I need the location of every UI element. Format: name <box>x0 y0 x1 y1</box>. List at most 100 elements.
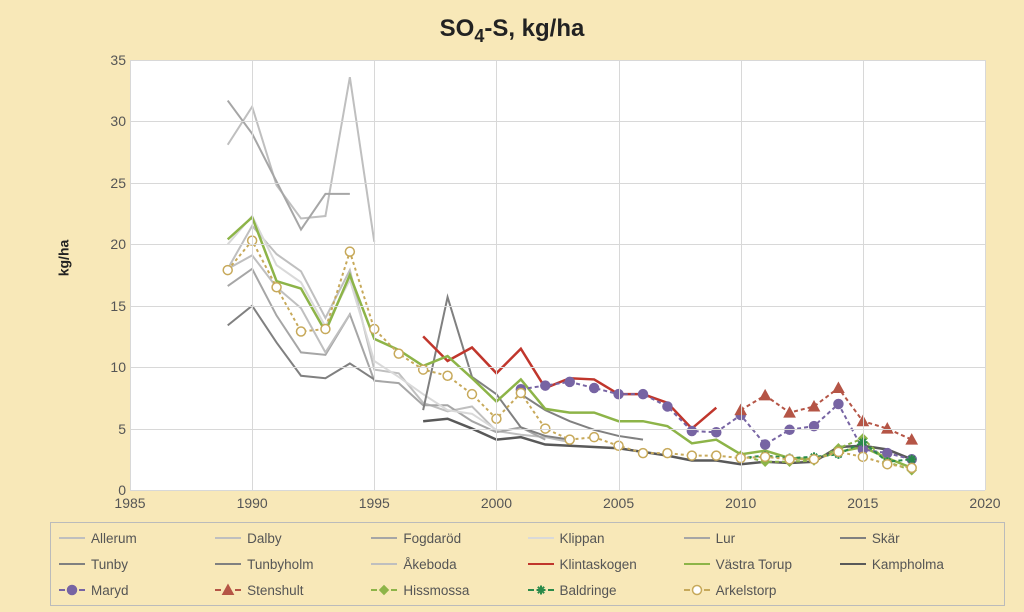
marker <box>345 247 354 256</box>
grid-line-h <box>130 367 985 368</box>
marker <box>883 449 892 458</box>
marker <box>321 325 330 334</box>
series-Västra Torup <box>228 217 912 468</box>
legend-label: Lur <box>716 531 736 546</box>
x-tick: 2020 <box>960 495 1010 511</box>
grid-line-v <box>496 60 497 490</box>
legend-label: Baldringe <box>560 583 617 598</box>
legend-swatch <box>684 531 710 545</box>
series-Allerum <box>228 77 375 242</box>
grid-line-v <box>985 60 986 490</box>
legend-label: Klippan <box>560 531 605 546</box>
chart-title: SO4-S, kg/ha <box>0 0 1024 47</box>
marker <box>443 371 452 380</box>
marker <box>663 449 672 458</box>
marker <box>639 390 648 399</box>
marker <box>810 455 819 464</box>
series-Skär <box>228 306 375 380</box>
x-tick: 1985 <box>105 495 155 511</box>
marker <box>565 435 574 444</box>
x-tick: 2005 <box>594 495 644 511</box>
grid-line-v <box>741 60 742 490</box>
y-tick: 35 <box>96 52 126 68</box>
marker <box>590 433 599 442</box>
legend-swatch <box>840 557 866 571</box>
legend-item: Dalby <box>215 525 371 551</box>
legend-swatch <box>215 557 241 571</box>
legend-label: Maryd <box>91 583 129 598</box>
marker <box>760 390 771 400</box>
legend-item: Klippan <box>528 525 684 551</box>
chart-container: SO4-S, kg/ha kg/ha 05101520253035 198519… <box>0 0 1024 612</box>
legend-label: Åkeboda <box>403 557 456 572</box>
legend-label: Stenshult <box>247 583 303 598</box>
series-Dalby <box>228 226 570 442</box>
marker <box>834 400 843 409</box>
legend-item: Skär <box>840 525 996 551</box>
marker <box>565 377 574 386</box>
y-tick: 25 <box>96 175 126 191</box>
marker <box>541 381 550 390</box>
grid-line-v <box>863 60 864 490</box>
grid-line-h <box>130 121 985 122</box>
legend-item: Åkeboda <box>371 551 527 577</box>
grid-line-v <box>130 60 131 490</box>
marker <box>712 451 721 460</box>
legend-swatch <box>528 531 554 545</box>
marker <box>784 407 795 417</box>
grid-line-h <box>130 306 985 307</box>
legend-swatch <box>215 583 241 597</box>
legend-swatch <box>684 583 710 597</box>
legend-item: Västra Torup <box>684 551 840 577</box>
y-tick: 30 <box>96 113 126 129</box>
plot-area <box>130 60 985 490</box>
marker <box>639 449 648 458</box>
marker <box>394 349 403 358</box>
marker <box>761 440 770 449</box>
legend-swatch <box>59 531 85 545</box>
marker <box>785 455 794 464</box>
legend-swatch <box>840 531 866 545</box>
grid-line-h <box>130 429 985 430</box>
legend-item: Hissmossa <box>371 577 527 603</box>
legend-label: Klintaskogen <box>560 557 637 572</box>
legend-swatch <box>528 557 554 571</box>
grid-line-v <box>619 60 620 490</box>
x-tick: 1990 <box>227 495 277 511</box>
legend-swatch <box>59 583 85 597</box>
legend-swatch <box>59 557 85 571</box>
legend-item: Lur <box>684 525 840 551</box>
legend-swatch <box>684 557 710 571</box>
legend-item: Arkelstorp <box>684 577 840 603</box>
legend-label: Tunby <box>91 557 128 572</box>
legend-label: Fogdaröd <box>403 531 461 546</box>
marker <box>834 447 843 456</box>
y-tick: 10 <box>96 359 126 375</box>
legend: AllerumDalbyFogdarödKlippanLurSkärTunbyT… <box>50 522 1005 606</box>
legend-label: Arkelstorp <box>716 583 777 598</box>
legend-swatch <box>371 531 397 545</box>
legend-item: Kampholma <box>840 551 996 577</box>
legend-label: Kampholma <box>872 557 944 572</box>
legend-label: Dalby <box>247 531 282 546</box>
x-tick: 1995 <box>349 495 399 511</box>
series-svg <box>130 60 985 490</box>
marker <box>785 425 794 434</box>
marker <box>223 266 232 275</box>
legend-item: Allerum <box>59 525 215 551</box>
legend-label: Västra Torup <box>716 557 792 572</box>
marker <box>833 383 844 393</box>
legend-item: Tunby <box>59 551 215 577</box>
marker <box>906 434 917 444</box>
legend-item: Fogdaröd <box>371 525 527 551</box>
x-tick: 2010 <box>716 495 766 511</box>
marker <box>809 401 820 411</box>
y-tick: 5 <box>96 421 126 437</box>
marker <box>297 327 306 336</box>
grid-line-h <box>130 183 985 184</box>
marker <box>590 384 599 393</box>
marker <box>272 283 281 292</box>
legend-label: Hissmossa <box>403 583 469 598</box>
grid-line-h <box>130 244 985 245</box>
grid-line-v <box>252 60 253 490</box>
